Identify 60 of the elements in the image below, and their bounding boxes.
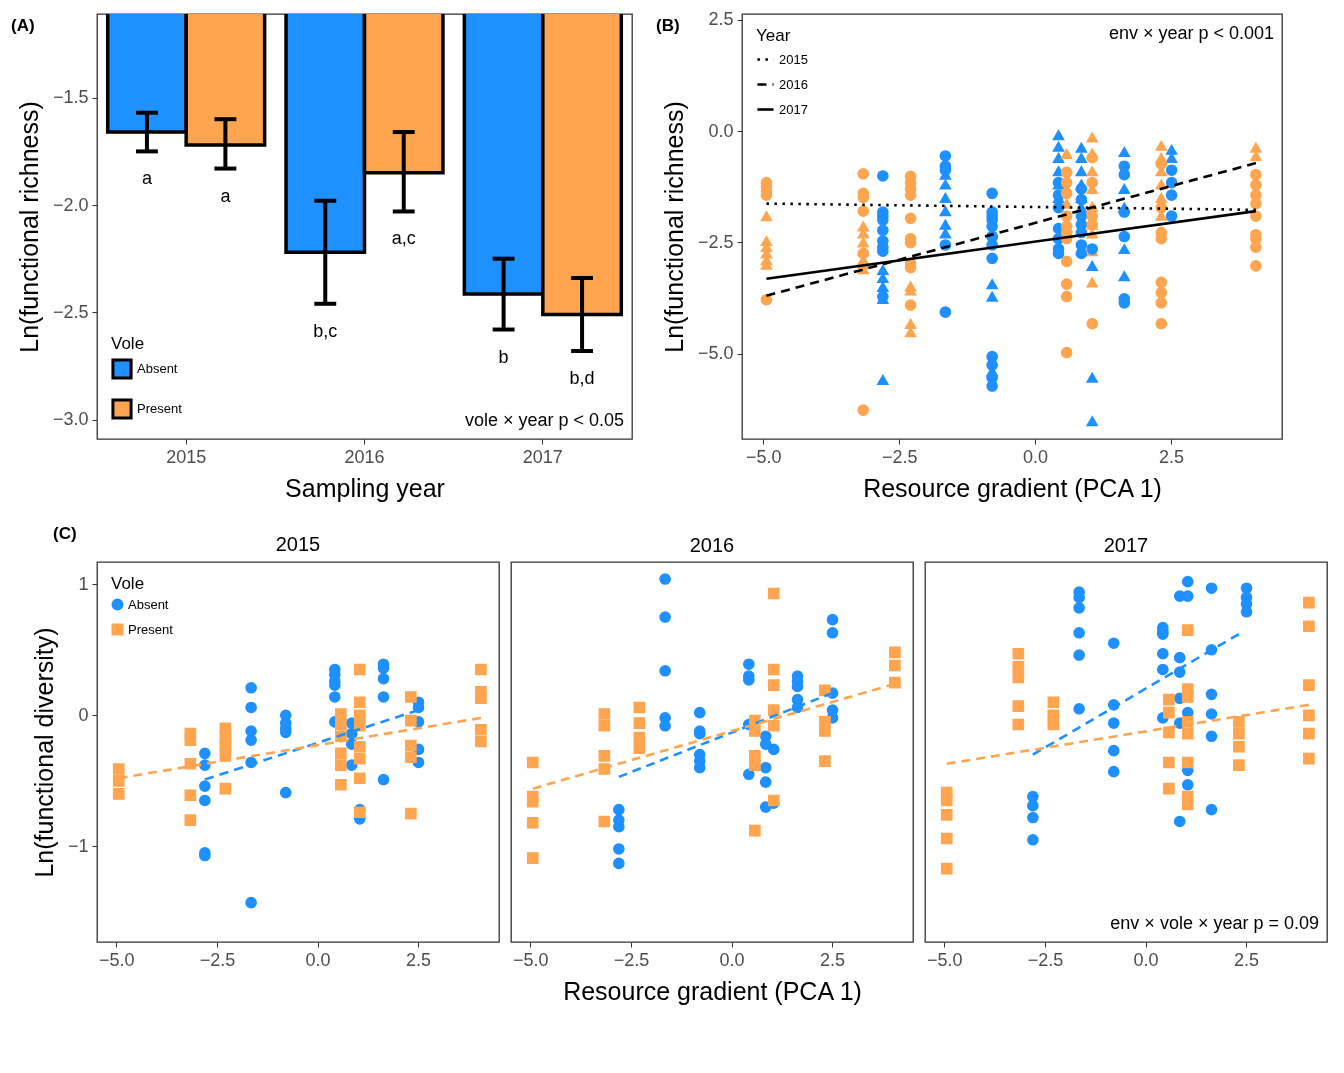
annotation: vole × year p < 0.05 [464,410,624,430]
y-tick-label: −5.0 [697,343,734,364]
y-tick-label: 0 [78,704,89,725]
x-tick-label: 2.5 [820,949,846,970]
y-axis-title: Ln(functional richness) [14,101,43,353]
annotation: a [141,168,153,189]
x-tick-label: −2.5 [199,949,236,970]
legend-title: Vole [111,334,145,353]
legend-label: Present [137,401,183,416]
chart-title: 2016 [689,534,735,556]
y-axis-title: Ln(functional diversity) [29,627,58,878]
y-axis-title: Ln(functional richness) [659,101,688,353]
x-tick-label: −5.0 [927,949,963,970]
x-tick-label: 2.5 [1159,446,1185,467]
x-tick-label: 2015 [166,446,207,467]
annotation: b [498,346,509,367]
x-tick-label: −2.5 [881,446,918,467]
y-tick-label: −1.5 [52,87,89,108]
x-tick-label: 2016 [344,446,385,467]
x-tick-label: −5.0 [745,446,782,467]
legend-label: 2016 [779,76,808,92]
annotation: b,c [313,320,338,341]
y-tick-label: −2.5 [697,231,734,252]
text: (C) [53,524,77,543]
y-tick-label: 1 [78,573,89,594]
annotation: a,c [391,228,416,249]
y-tick-label: −2.5 [52,301,89,322]
annotation: env × year p < 0.001 [1108,23,1274,43]
annotation: b,d [569,367,595,388]
chart-title: 2015 [275,533,321,555]
x-tick-label: 2017 [522,446,563,467]
x-tick-label: 2.5 [406,949,432,970]
y-tick-label: −2.0 [52,194,89,215]
x-tick-label: −2.5 [613,949,650,970]
legend-title: Vole [111,574,145,593]
annotation: a [220,185,232,206]
y-tick-label: −1 [67,835,89,856]
legend-label: 2017 [779,101,808,117]
annotation: env × vole × year p = 0.09 [1110,913,1319,933]
legend-label: Absent [128,596,169,612]
x-axis-title: Sampling year [285,473,445,502]
y-tick-label: −3.0 [52,409,89,430]
text: (A) [11,16,35,35]
x-tick-label: −5.0 [99,949,135,970]
y-tick-label: 2.5 [708,9,734,30]
x-axis-title: Resource gradient (PCA 1) [863,473,1162,502]
x-tick-label: 2.5 [1234,949,1260,970]
chart-title: 2017 [1103,534,1149,556]
x-tick-label: 0.0 [1133,949,1159,970]
legend-label: Absent [137,361,178,376]
x-axis-title: Resource gradient (PCA 1) [563,976,862,1005]
x-tick-label: −5.0 [513,949,549,970]
legend-label: Present [128,621,174,637]
text: (B) [656,16,680,35]
legend-title: Year [756,26,791,45]
y-tick-label: 0.0 [708,120,734,141]
x-tick-label: −2.5 [1027,949,1064,970]
legend-label: 2015 [779,51,808,67]
x-tick-label: 0.0 [305,949,331,970]
x-tick-label: 0.0 [1023,446,1049,467]
